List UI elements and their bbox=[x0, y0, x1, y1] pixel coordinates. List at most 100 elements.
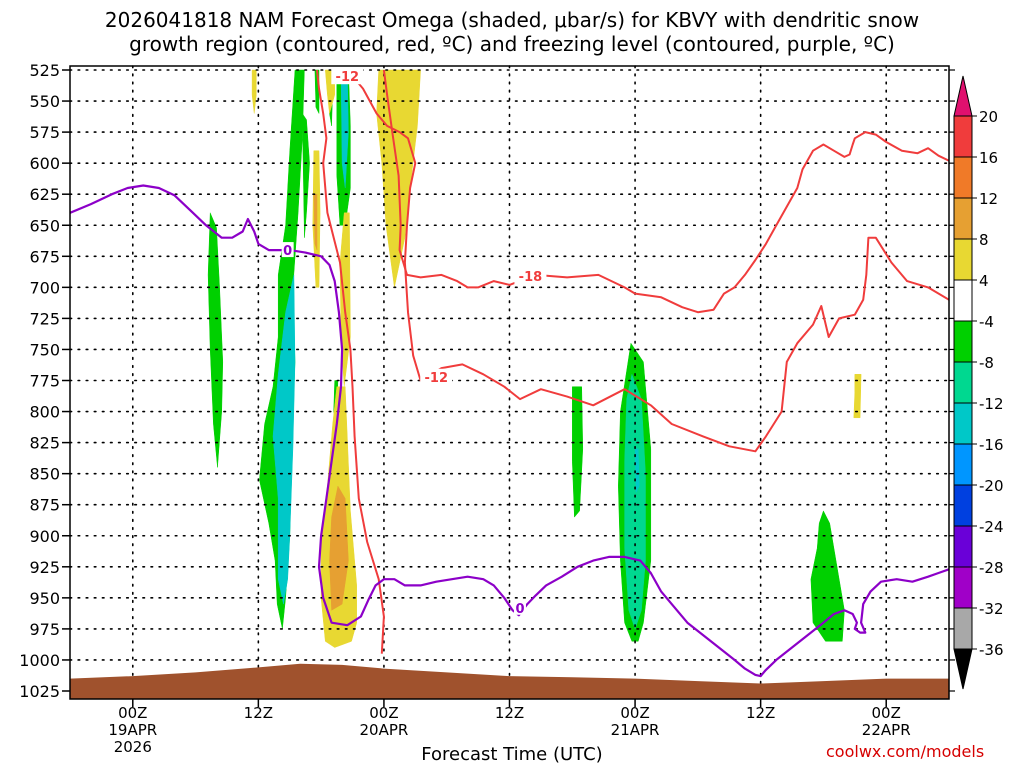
colorbar-bottom-triangle bbox=[953, 648, 973, 690]
x-axis-title: Forecast Time (UTC) bbox=[421, 744, 603, 765]
y-tick-label: 675 bbox=[29, 247, 60, 266]
colorbar-label: -8 bbox=[979, 354, 994, 372]
x-tick-label: 12Z bbox=[244, 704, 273, 722]
y-tick-label: 900 bbox=[29, 527, 60, 546]
y-tick-label: 975 bbox=[29, 620, 60, 639]
colorbar-box bbox=[953, 607, 973, 650]
purple-contour bbox=[70, 184, 949, 678]
purple-contour-label: 0 bbox=[283, 244, 292, 259]
x-tick-label: 2026 bbox=[114, 738, 152, 756]
dendritic-growth-contours bbox=[316, 69, 949, 654]
y-tick-label: 625 bbox=[29, 185, 60, 204]
colorbar-box bbox=[953, 320, 973, 363]
y-tick-label: 725 bbox=[29, 309, 60, 328]
omega-region bbox=[329, 485, 349, 611]
colorbar-box bbox=[953, 279, 973, 322]
colorbar: 20 16 12 8 4 -4 -8 -12 -16 -20 -24 -28 -32 -36 bbox=[953, 75, 1004, 690]
colorbar-label: -20 bbox=[979, 477, 1004, 495]
omega-region bbox=[810, 510, 845, 642]
colorbar-label: -32 bbox=[979, 600, 1004, 618]
y-tick-label: 1025 bbox=[19, 682, 60, 701]
terrain-fill bbox=[70, 663, 949, 699]
y-tick-label: 775 bbox=[29, 372, 60, 391]
colorbar-label: -16 bbox=[979, 436, 1004, 454]
colorbar-label: 16 bbox=[979, 149, 998, 167]
red-contour bbox=[382, 69, 949, 314]
x-tick-label: 00Z bbox=[620, 704, 649, 722]
contour-labels: -12 -12 -18 0 0 bbox=[281, 68, 547, 617]
y-tick-label: 925 bbox=[29, 558, 60, 577]
x-tick-label: 22APR bbox=[862, 721, 911, 739]
colorbar-box bbox=[953, 484, 973, 527]
contour-label-bg bbox=[281, 242, 294, 258]
y-tick-label: 700 bbox=[29, 278, 60, 297]
grid-lines bbox=[69, 65, 950, 700]
omega-region bbox=[302, 112, 310, 238]
y-tick-label: 825 bbox=[29, 434, 60, 453]
colorbar-box bbox=[953, 361, 973, 404]
x-tick-label: 21APR bbox=[611, 721, 660, 739]
credit-link[interactable]: coolwx.com/models bbox=[826, 742, 985, 761]
chart-title-line1: 2026041818 NAM Forecast Omega (shaded, μ… bbox=[104, 8, 920, 32]
y-tick-label: 550 bbox=[29, 92, 60, 111]
omega-region bbox=[572, 386, 584, 518]
y-tick-label: 600 bbox=[29, 154, 60, 173]
contour-label-bg bbox=[331, 68, 364, 85]
colorbar-label: -12 bbox=[979, 395, 1004, 413]
colorbar-box bbox=[953, 566, 973, 609]
red-contour-label: -12 bbox=[425, 371, 449, 386]
omega-region bbox=[634, 448, 640, 493]
y-tick-label: 875 bbox=[29, 496, 60, 515]
x-tick-label: 20APR bbox=[360, 721, 409, 739]
x-tick-label: 12Z bbox=[746, 704, 775, 722]
colorbar-label: 12 bbox=[979, 190, 998, 208]
terrain bbox=[70, 663, 949, 699]
y-tick-label: 650 bbox=[29, 216, 60, 235]
red-contour bbox=[346, 69, 949, 453]
contour-label-bg bbox=[420, 368, 453, 385]
colorbar-top-triangle bbox=[953, 75, 973, 117]
y-tick-label: 800 bbox=[29, 403, 60, 422]
colorbar-box bbox=[953, 197, 973, 240]
red-contour bbox=[316, 69, 385, 654]
y-tick-label: 575 bbox=[29, 123, 60, 142]
colorbar-label: 8 bbox=[979, 231, 989, 249]
x-tick-label: 12Z bbox=[495, 704, 524, 722]
colorbar-label: -24 bbox=[979, 518, 1004, 536]
omega-region bbox=[272, 274, 296, 605]
colorbar-label: -36 bbox=[979, 641, 1004, 659]
omega-region bbox=[251, 69, 257, 114]
x-tick-label: 00Z bbox=[118, 704, 147, 722]
colorbar-box bbox=[953, 525, 973, 568]
colorbar-label: -4 bbox=[979, 313, 994, 331]
colorbar-box bbox=[953, 238, 973, 281]
colorbar-box bbox=[953, 443, 973, 486]
colorbar-label: 4 bbox=[979, 272, 989, 290]
y-axis: 525 550 575 600 625 650 675 700 725 750 775 800 825 8… bbox=[19, 61, 955, 701]
y-tick-label: 950 bbox=[29, 589, 60, 608]
y-tick-label: 525 bbox=[29, 61, 60, 80]
omega-region bbox=[853, 374, 862, 419]
omega-region bbox=[207, 212, 224, 468]
omega-region bbox=[313, 193, 318, 251]
colorbar-box bbox=[953, 115, 973, 158]
y-tick-label: 850 bbox=[29, 465, 60, 484]
y-tick-label: 750 bbox=[29, 340, 60, 359]
red-contour-label: -12 bbox=[336, 70, 360, 85]
contour-label-bg bbox=[514, 268, 547, 285]
x-tick-label: 00Z bbox=[872, 704, 901, 722]
colorbar-label: -28 bbox=[979, 559, 1004, 577]
omega-shading bbox=[207, 69, 862, 648]
omega-region bbox=[624, 373, 646, 630]
freezing-level-contour bbox=[70, 184, 949, 678]
contour-label-bg bbox=[513, 599, 526, 615]
colorbar-box bbox=[953, 156, 973, 199]
x-tick-label: 19APR bbox=[108, 721, 157, 739]
y-tick-label: 1000 bbox=[19, 651, 60, 670]
red-contour-label: -18 bbox=[519, 270, 543, 285]
chart-title-line2: growth region (contoured, red, ºC) and f… bbox=[129, 32, 895, 56]
colorbar-box bbox=[953, 402, 973, 445]
colorbar-label: 20 bbox=[979, 108, 998, 126]
